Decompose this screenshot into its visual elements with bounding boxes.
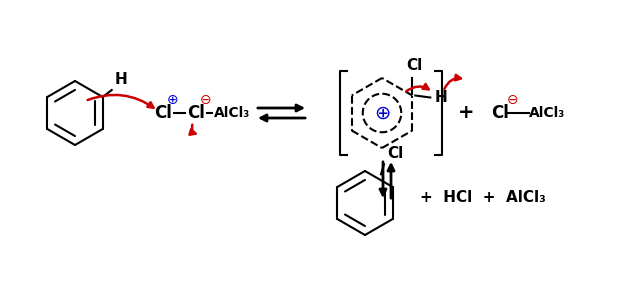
Text: ⊖: ⊖ (200, 93, 212, 107)
Text: +  HCl  +  AlCl₃: + HCl + AlCl₃ (420, 190, 546, 205)
Text: Cl: Cl (154, 104, 172, 122)
Text: Cl: Cl (387, 146, 403, 161)
Text: +: + (458, 104, 474, 123)
Text: H: H (115, 72, 127, 87)
Text: ⊕: ⊕ (167, 93, 179, 107)
Text: AlCl₃: AlCl₃ (214, 106, 250, 120)
Text: ⊕: ⊕ (374, 104, 390, 123)
Text: H: H (435, 90, 447, 105)
Text: ⊖: ⊖ (507, 93, 519, 107)
Text: AlCl₃: AlCl₃ (529, 106, 566, 120)
Text: Cl: Cl (491, 104, 509, 122)
Text: Cl: Cl (406, 59, 423, 74)
Text: Cl: Cl (187, 104, 205, 122)
